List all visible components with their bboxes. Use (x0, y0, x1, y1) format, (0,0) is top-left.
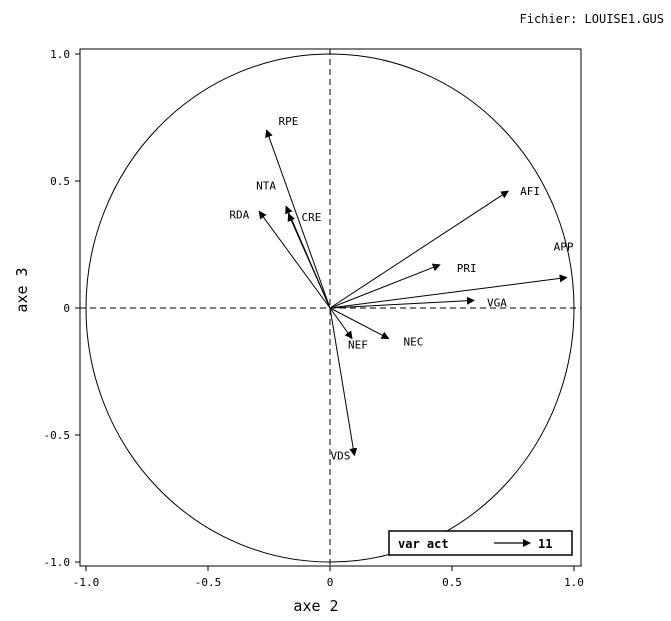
vector-label: NTA (256, 179, 276, 192)
vector-arrow (329, 307, 358, 457)
vector-arrow (287, 213, 331, 309)
vector-arrow (329, 263, 441, 309)
legend-box: var act 11 (388, 530, 573, 556)
y-tick-label: -0.5 (44, 429, 71, 442)
vector-vds: VDS (329, 307, 358, 462)
file-label: Fichier: LOUISE1.GUS (520, 12, 665, 26)
legend-count: 11 (538, 537, 552, 551)
y-tick-label: 0.5 (50, 175, 70, 188)
vector-arrow (265, 129, 331, 309)
x-tick-label: 1.0 (564, 576, 584, 589)
x-tick-label: 0.5 (442, 576, 462, 589)
vector-pri: PRI (329, 262, 477, 309)
vector-arrow (329, 307, 353, 340)
vector-nef: NEF (329, 307, 368, 351)
vector-cre: CRE (287, 211, 331, 309)
vector-vga: VGA (329, 296, 507, 309)
y-tick-label: 1.0 (50, 48, 70, 61)
vector-rda: RDA (229, 208, 331, 309)
y-tick-label: 0 (63, 302, 70, 315)
y-axis-ticks: -1.0 -0.5 0 0.5 1.0 (44, 48, 80, 569)
vector-app: APP (329, 241, 574, 309)
vector-label: VDS (330, 449, 350, 462)
vector-label: RPE (279, 115, 299, 128)
vector-label: APP (554, 241, 574, 254)
vector-arrow (258, 210, 331, 309)
vector-rpe: RPE (265, 115, 331, 309)
x-tick-label: 0 (327, 576, 334, 589)
vector-label: RDA (229, 208, 249, 221)
vector-nta: NTA (256, 179, 331, 309)
y-axis-title: axe 3 (13, 267, 31, 312)
vector-nec: NEC (329, 307, 424, 348)
x-axis-ticks: -1.0 -0.5 0 0.5 1.0 (73, 566, 584, 589)
vector-arrow (329, 274, 568, 309)
vector-label: VGA (487, 296, 507, 309)
vector-arrow (329, 190, 509, 309)
vector-label: NEF (348, 338, 368, 351)
x-tick-label: -1.0 (73, 576, 100, 589)
x-axis-title: axe 2 (293, 597, 338, 615)
vector-arrow (329, 296, 475, 309)
y-tick-label: -1.0 (44, 556, 71, 569)
vector-label: PRI (457, 262, 477, 275)
vector-label: NEC (404, 335, 424, 348)
legend-text: var act (398, 537, 449, 551)
vector-label: CRE (302, 211, 322, 224)
vector-afi: AFI (329, 185, 540, 309)
x-tick-label: -0.5 (195, 576, 222, 589)
vector-arrow (329, 307, 390, 339)
variable-vectors: RPE NTA CRE RDA AFI APP PRI VGA NEF NEC VDS (229, 115, 574, 462)
vector-label: AFI (520, 185, 540, 198)
